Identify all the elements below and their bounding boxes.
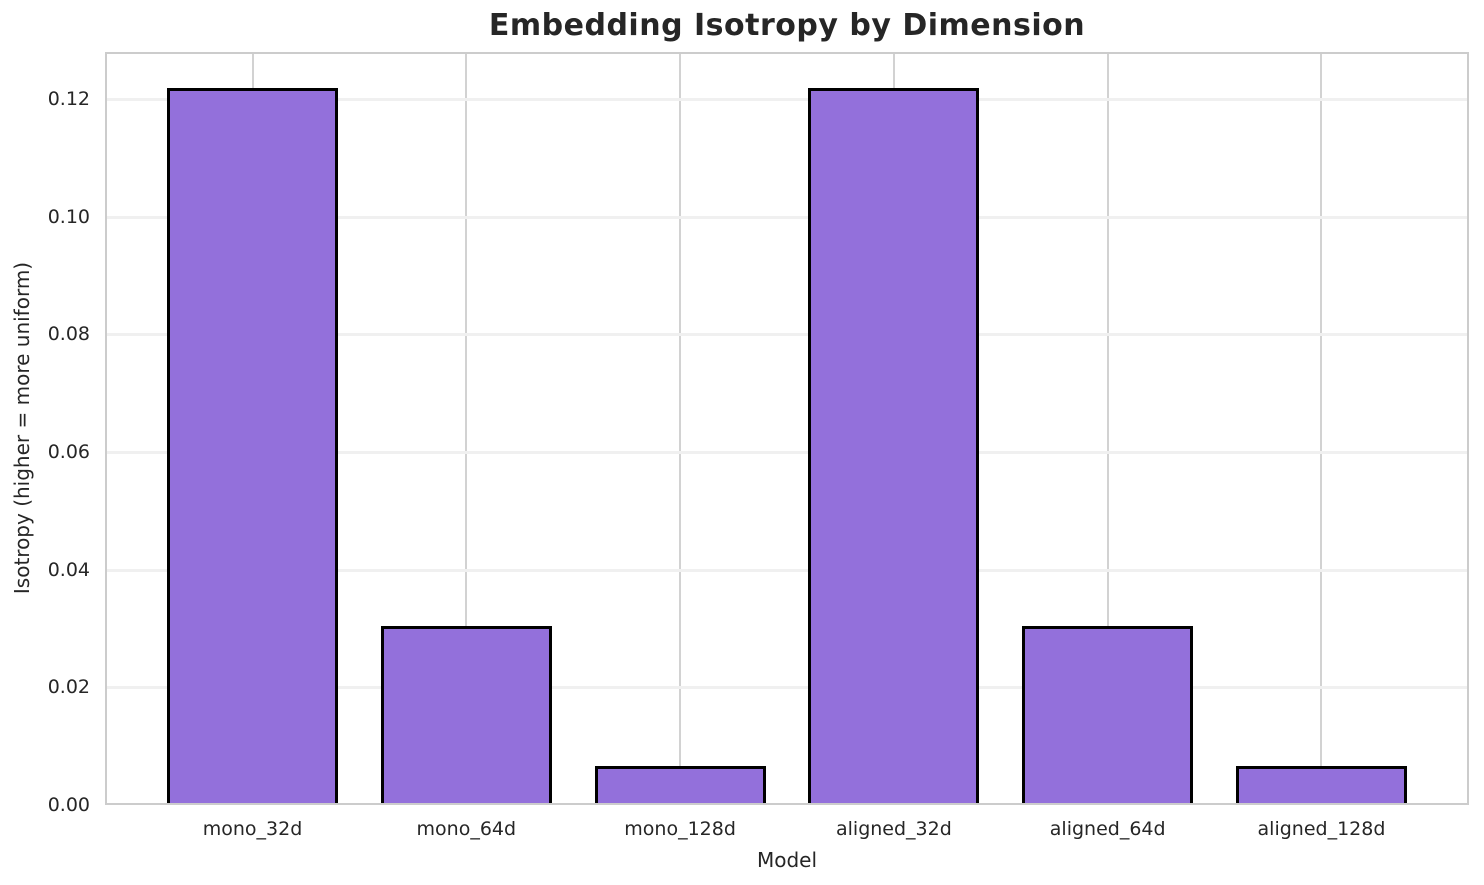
bar-mono_128d	[594, 765, 766, 805]
y-tick-label: 0.04	[47, 558, 90, 581]
x-tick-label-mono_32d: mono_32d	[202, 818, 303, 840]
gridline-horizontal	[105, 333, 1469, 337]
gridline-vertical	[1320, 52, 1323, 805]
y-tick-label: 0.08	[47, 323, 90, 346]
gridline-horizontal	[105, 568, 1469, 572]
bar-aligned_64d	[1022, 626, 1194, 805]
y-tick-label: 0.00	[47, 794, 90, 816]
gridline-horizontal	[105, 451, 1469, 455]
y-tick-label: 0.10	[47, 205, 90, 228]
bar-mono_32d	[167, 88, 339, 805]
y-tick-label: 0.12	[47, 88, 90, 111]
x-tick-label-aligned_64d: aligned_64d	[1049, 818, 1166, 840]
plot-area	[105, 52, 1469, 805]
bar-aligned_128d	[1235, 765, 1407, 805]
x-tick-label-mono_64d: mono_64d	[416, 818, 517, 840]
gridline-horizontal	[105, 98, 1469, 102]
chart-title: Embedding Isotropy by Dimension	[488, 8, 1086, 43]
y-tick-label: 0.02	[47, 676, 90, 699]
x-tick-label-mono_128d: mono_128d	[624, 818, 736, 840]
y-axis-label: Isotropy (higher = more uniform)	[10, 261, 34, 595]
y-tick-label: 0.06	[47, 441, 90, 464]
gridline-vertical	[679, 52, 682, 805]
gridline-horizontal	[105, 686, 1469, 690]
gridline-vertical	[1106, 52, 1109, 805]
bar-aligned_32d	[808, 88, 980, 805]
x-tick-label-aligned_32d: aligned_32d	[835, 818, 952, 840]
gridline-horizontal	[105, 215, 1469, 219]
x-axis-label: Model	[756, 848, 818, 872]
bar-mono_64d	[380, 626, 552, 805]
x-tick-label-aligned_128d: aligned_128d	[1257, 818, 1386, 840]
gridline-vertical	[465, 52, 468, 805]
